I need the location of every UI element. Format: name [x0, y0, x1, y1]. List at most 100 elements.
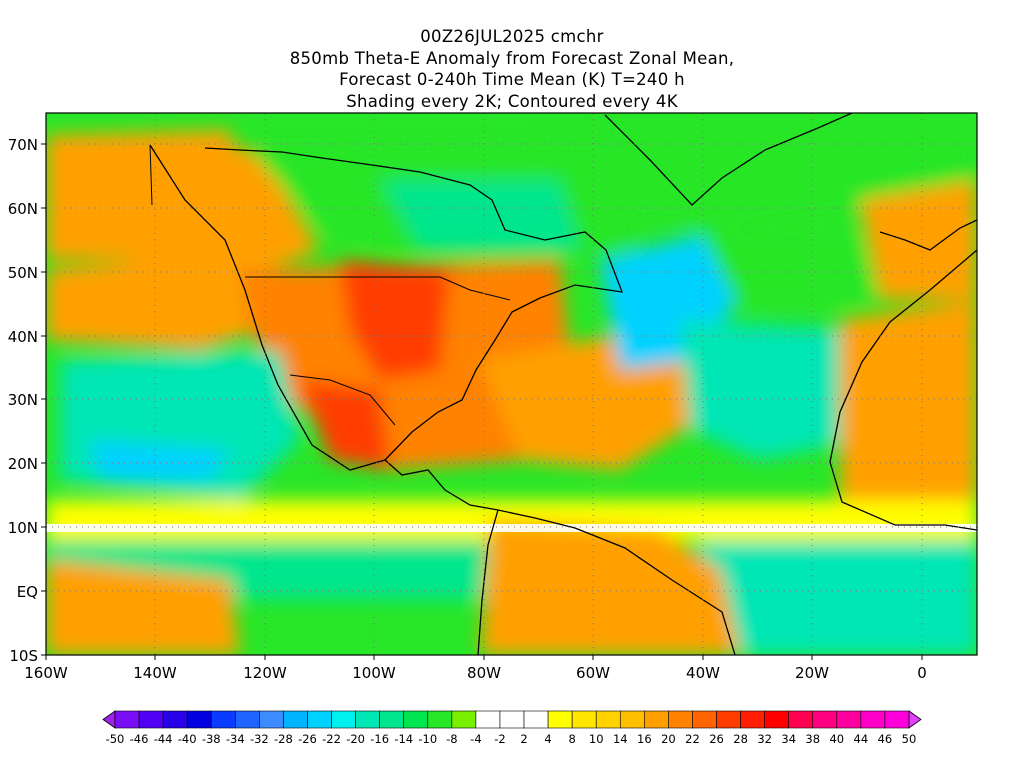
colorbar-swatch	[884, 710, 910, 729]
coast-south-america	[477, 509, 736, 655]
colorbar-swatch	[475, 710, 501, 729]
colorbar-label: -40	[178, 732, 197, 746]
colorbar-label: 4	[544, 732, 551, 746]
anomaly-field	[46, 113, 977, 655]
colorbar-label: -44	[154, 732, 173, 746]
colorbar-swatch	[427, 710, 453, 729]
colorbar: -50 -46 -44 -40 -38 -34 -32 -28 -26 -22 -20 -16 -14-…	[102, 710, 922, 746]
colorbar-label: -34	[226, 732, 245, 746]
lon-tick-label: 0	[917, 664, 927, 682]
field-itcz	[46, 524, 977, 532]
colorbar-swatch	[235, 710, 260, 729]
coastlines	[149, 113, 977, 655]
colorbar-swatch	[668, 710, 693, 729]
colorbar-label: 8	[568, 732, 575, 746]
colorbar-label: -38	[202, 732, 221, 746]
colorbar-label: -20	[346, 732, 365, 746]
lon-tick-label: 60W	[576, 664, 610, 682]
coast-africa	[829, 249, 977, 531]
colorbar-label: 32	[757, 732, 772, 746]
colorbar-label: -4	[470, 732, 481, 746]
colorbar-label: 44	[854, 732, 869, 746]
title-line-4: Shading every 2K; Contoured every 4K	[346, 91, 678, 111]
lon-tick-label: 80W	[467, 664, 501, 682]
colorbar-swatch	[259, 710, 284, 729]
colorbar-label: 2	[520, 732, 527, 746]
colorbar-arrow-left	[102, 710, 116, 729]
colorbar-label: 46	[878, 732, 893, 746]
colorbar-label: -32	[250, 732, 269, 746]
lon-tick-label: 100W	[352, 664, 396, 682]
colorbar-label: 16	[637, 732, 652, 746]
colorbar-label: -14	[394, 732, 413, 746]
colorbar-swatch	[210, 710, 236, 729]
title-line-2: 850mb Theta-E Anomaly from Forecast Zona…	[289, 48, 735, 68]
title-line-1: 00Z26JUL2025 cmchr	[420, 27, 604, 46]
colorbar-swatch	[114, 710, 140, 729]
colorbar-label: -16	[370, 732, 389, 746]
colorbar-label: 40	[829, 732, 844, 746]
colorbar-label: 14	[613, 732, 628, 746]
lat-tick-label: 70N	[8, 136, 38, 154]
colorbar-swatch	[764, 710, 789, 729]
colorbar-swatch	[138, 710, 164, 729]
chart-title: 00Z26JUL2025 cmchr 850mb Theta-E Anomaly…	[0, 26, 1024, 112]
border-us-mexico	[289, 374, 396, 426]
colorbar-swatch	[860, 710, 886, 729]
colorbar-label: -26	[298, 732, 317, 746]
map-frame	[45, 112, 978, 656]
colorbar-label: 26	[709, 732, 724, 746]
colorbar-label: -28	[274, 732, 293, 746]
lon-tick-label: 160W	[24, 664, 68, 682]
lat-tick-label: EQ	[17, 583, 38, 601]
lat-tick-label: 20N	[8, 455, 38, 473]
colorbar-swatch	[836, 710, 862, 729]
coast-europe	[879, 219, 977, 251]
lon-tick-label: 140W	[133, 664, 177, 682]
colorbar-swatch	[283, 710, 308, 729]
colorbar-label: -46	[130, 732, 149, 746]
coast-greenland	[604, 113, 853, 206]
lat-tick-label: 50N	[8, 264, 38, 282]
lat-tick-label: 10N	[8, 519, 38, 537]
colorbar-label: 50	[902, 732, 917, 746]
lon-labels: 160W 140W 120W 100W 80W 60W 40W 20W 0	[24, 664, 927, 682]
lat-tick-label: 60N	[8, 200, 38, 218]
colorbar-swatch	[307, 710, 332, 729]
colorbar-label: -2	[494, 732, 505, 746]
colorbar-label: 34	[781, 732, 796, 746]
colorbar-swatch	[186, 710, 212, 729]
lon-tick-label: 120W	[243, 664, 287, 682]
colorbar-swatch	[451, 710, 477, 729]
lon-tick-label: 20W	[795, 664, 829, 682]
colorbar-swatch	[403, 710, 429, 729]
colorbar-label: 22	[685, 732, 700, 746]
colorbar-label: 10	[589, 732, 604, 746]
tick-marks	[41, 143, 923, 660]
borders	[149, 144, 511, 426]
colorbar-swatch	[571, 710, 597, 729]
colorbar-swatch	[331, 710, 356, 729]
lat-tick-label: 40N	[8, 328, 38, 346]
gridlines	[46, 113, 977, 655]
colorbar-swatch	[716, 710, 741, 729]
colorbar-label: -10	[418, 732, 437, 746]
coast-gulf-caribbean	[384, 459, 499, 511]
colorbar-swatch	[740, 710, 765, 729]
border-alaska	[149, 144, 153, 206]
colorbar-swatch	[355, 710, 380, 729]
colorbar-label: -22	[322, 732, 341, 746]
colorbar-arrow-right	[908, 710, 922, 729]
colorbar-swatch	[812, 710, 838, 729]
colorbar-swatch	[644, 710, 669, 729]
lat-labels: 10S EQ 10N 20N 30N 40N 50N 60N 70N	[8, 136, 38, 665]
lon-tick-label: 40W	[686, 664, 720, 682]
colorbar-swatch	[499, 710, 525, 729]
colorbar-label: 28	[733, 732, 748, 746]
colorbar-swatch	[162, 710, 188, 729]
lat-tick-label: 30N	[8, 391, 38, 409]
lat-tick-label: 10S	[9, 647, 38, 665]
colorbar-swatch	[788, 710, 814, 729]
border-us-canada	[245, 276, 511, 301]
